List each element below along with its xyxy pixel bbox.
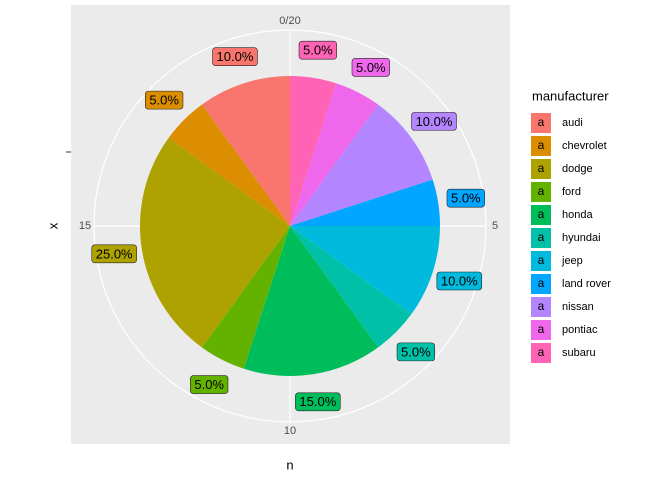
- legend-label: land rover: [562, 278, 611, 290]
- value-label: 10.0%: [441, 273, 478, 288]
- value-label-box: 25.0%: [91, 244, 137, 264]
- legend-label: jeep: [561, 255, 583, 267]
- slice: [139, 137, 290, 348]
- slice: [201, 76, 290, 226]
- value-label: 5.0%: [194, 377, 224, 392]
- legend-key-glyph: a: [538, 322, 545, 336]
- value-label: 5.0%: [356, 60, 386, 75]
- legend-label: chevrolet: [562, 140, 607, 152]
- legend-key-glyph: a: [538, 230, 545, 244]
- legend-key: [531, 251, 551, 271]
- value-label: 5.0%: [149, 93, 179, 108]
- x-axis-title: n: [286, 457, 293, 472]
- legend-key: [531, 343, 551, 363]
- value-label-bg: [91, 244, 137, 264]
- legend-key-glyph: a: [538, 115, 545, 129]
- x-tick-label: 10: [284, 425, 296, 437]
- legend-key-glyph: a: [538, 299, 545, 313]
- value-label: 25.0%: [96, 246, 133, 261]
- x-tick-label: 0/20: [279, 15, 300, 27]
- legend-label: audi: [562, 117, 583, 129]
- legend-key: [531, 113, 551, 133]
- value-label: 5.0%: [401, 344, 431, 359]
- legend-key: [531, 320, 551, 340]
- slice: [290, 83, 379, 226]
- legend-key: [531, 274, 551, 294]
- value-label-box: 5.0%: [446, 188, 485, 208]
- y-axis-title: x: [45, 222, 60, 229]
- legend-title: manufacturer: [532, 88, 609, 103]
- value-label-box: 5.0%: [190, 375, 229, 394]
- value-label-box: 5.0%: [351, 58, 390, 77]
- slice: [290, 104, 433, 226]
- legend-key: [531, 297, 551, 317]
- slice: [290, 226, 412, 348]
- value-label-bg: [212, 47, 258, 67]
- slice: [168, 104, 290, 226]
- value-label-bg: [298, 40, 337, 60]
- legend-label: pontiac: [562, 324, 598, 336]
- slice: [290, 179, 440, 226]
- value-label: 5.0%: [303, 43, 333, 58]
- slice: [290, 76, 337, 226]
- value-label-box: 15.0%: [295, 392, 341, 412]
- legend-label: subaru: [562, 347, 596, 359]
- legend-label: nissan: [562, 301, 594, 313]
- legend-key-glyph: a: [538, 138, 545, 152]
- value-label-box: 5.0%: [298, 40, 337, 60]
- legend-key-glyph: a: [538, 207, 545, 221]
- value-label: 10.0%: [416, 114, 453, 129]
- slice: [290, 226, 440, 315]
- legend-label: honda: [562, 209, 593, 221]
- value-label-bg: [411, 112, 457, 131]
- slice: [201, 226, 290, 369]
- legend-key-glyph: a: [538, 253, 545, 267]
- value-label-box: 10.0%: [411, 112, 457, 131]
- legend-label: ford: [562, 186, 581, 198]
- legend-key-glyph: a: [538, 184, 545, 198]
- value-label-box: 10.0%: [212, 47, 258, 67]
- value-label: 10.0%: [217, 49, 254, 64]
- x-tick-label: 5: [492, 220, 498, 232]
- value-label-box: 5.0%: [145, 90, 184, 110]
- legend-key: [531, 228, 551, 248]
- value-label: 5.0%: [451, 191, 481, 206]
- value-label-bg: [436, 271, 483, 291]
- legend-key: [531, 136, 551, 156]
- value-label-bg: [446, 188, 485, 208]
- legend-key: [531, 205, 551, 225]
- value-label-box: 5.0%: [396, 342, 435, 362]
- legend-key-glyph: a: [538, 276, 545, 290]
- legend-label: hyundai: [562, 232, 601, 244]
- legend-key-glyph: a: [538, 345, 545, 359]
- value-label: 15.0%: [299, 394, 336, 409]
- value-label-bg: [295, 392, 341, 412]
- legend-key: [531, 182, 551, 202]
- value-label-bg: [145, 90, 184, 110]
- value-label-box: 10.0%: [436, 271, 483, 291]
- x-tick-label: 15: [79, 220, 91, 232]
- value-label-bg: [190, 375, 229, 394]
- value-label-bg: [351, 58, 390, 77]
- legend-label: dodge: [562, 163, 593, 175]
- legend-key: [531, 159, 551, 179]
- legend-key-glyph: a: [538, 161, 545, 175]
- slice: [243, 226, 379, 376]
- value-label-bg: [396, 342, 435, 362]
